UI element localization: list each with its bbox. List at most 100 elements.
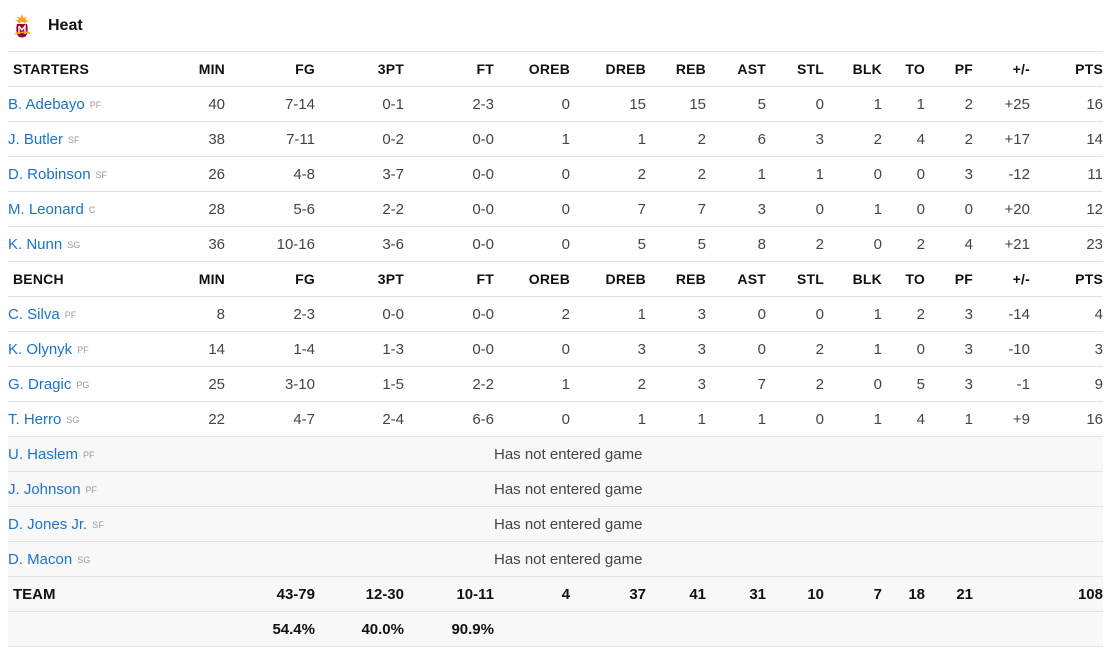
stat-blk: 1 (824, 191, 882, 227)
stat-dreb: 7 (570, 191, 646, 227)
stat-fg: 3-10 (225, 366, 315, 402)
stat-ast: 6 (706, 121, 766, 157)
player-row: M. Leonard C 28 5-6 2-2 0-0 0 7 7 3 0 1 0 0 +20 12 (8, 191, 1103, 227)
section-label: BENCH (8, 261, 167, 297)
total-dreb: 37 (570, 576, 646, 612)
stat-pf: 2 (925, 86, 973, 122)
dnp-note: Has not entered game (494, 506, 1103, 542)
column-header-to: TO (882, 261, 925, 297)
stat-ft: 2-3 (404, 86, 494, 122)
stat-pf: 0 (925, 191, 973, 227)
player-name-link[interactable]: M. Leonard (8, 200, 84, 218)
stat-pf: 3 (925, 331, 973, 367)
column-header-blk: BLK (824, 51, 882, 87)
stat-stl: 3 (766, 121, 824, 157)
stat-dreb: 15 (570, 86, 646, 122)
stat-to: 1 (882, 86, 925, 122)
stat-fg: 7-14 (225, 86, 315, 122)
stat-3pt: 0-1 (315, 86, 404, 122)
total-plus-minus (973, 576, 1030, 612)
stat-pts: 14 (1030, 121, 1103, 157)
player-name-link[interactable]: D. Robinson (8, 165, 91, 183)
player-row: G. Dragic PG 25 3-10 1-5 2-2 1 2 3 7 2 0 5 3 -1 9 (8, 366, 1103, 402)
stat-min: 40 (167, 86, 225, 122)
stat-to: 2 (882, 296, 925, 332)
column-header-plus-minus: +/- (973, 51, 1030, 87)
stat-plus-minus: -14 (973, 296, 1030, 332)
player-row: K. Olynyk PF 14 1-4 1-3 0-0 0 3 3 0 2 1 0 3 -10 3 (8, 331, 1103, 367)
player-name-link[interactable]: K. Nunn (8, 235, 63, 253)
total-reb: 41 (646, 576, 706, 612)
ft-percentage: 90.9% (404, 611, 494, 647)
stat-oreb: 0 (494, 86, 570, 122)
column-header-3pt: 3PT (315, 51, 404, 87)
column-header-ft: FT (404, 51, 494, 87)
player-name-link[interactable]: U. Haslem (8, 445, 79, 463)
stat-ast: 8 (706, 226, 766, 262)
player-name-link[interactable]: J. Johnson (8, 480, 81, 498)
player-position: PF (77, 344, 89, 355)
stat-pf: 4 (925, 226, 973, 262)
stat-pts: 4 (1030, 296, 1103, 332)
stat-ft: 0-0 (404, 331, 494, 367)
stat-ft: 2-2 (404, 366, 494, 402)
total-blk: 7 (824, 576, 882, 612)
stat-3pt: 1-5 (315, 366, 404, 402)
stat-ast: 3 (706, 191, 766, 227)
player-name-link[interactable]: K. Olynyk (8, 340, 73, 358)
stat-3pt: 2-4 (315, 401, 404, 437)
stat-plus-minus: +25 (973, 86, 1030, 122)
column-header-pf: PF (925, 51, 973, 87)
column-header-ast: AST (706, 261, 766, 297)
stat-dreb: 5 (570, 226, 646, 262)
player-name-link[interactable]: T. Herro (8, 410, 62, 428)
stat-stl: 2 (766, 331, 824, 367)
stat-ast: 0 (706, 331, 766, 367)
stat-dreb: 2 (570, 156, 646, 192)
column-header-ft: FT (404, 261, 494, 297)
total-pf: 21 (925, 576, 973, 612)
stat-dreb: 1 (570, 401, 646, 437)
player-name-link[interactable]: D. Macon (8, 550, 73, 568)
dnp-spacer (167, 436, 494, 472)
column-header-ast: AST (706, 51, 766, 87)
total-stl: 10 (766, 576, 824, 612)
stat-stl: 0 (766, 296, 824, 332)
total-to: 18 (882, 576, 925, 612)
player-position: SF (68, 134, 80, 145)
stat-min: 38 (167, 121, 225, 157)
player-row: K. Nunn SG 36 10-16 3-6 0-0 0 5 5 8 2 0 2 4 +21 23 (8, 226, 1103, 262)
column-header-blk: BLK (824, 261, 882, 297)
stat-dreb: 3 (570, 331, 646, 367)
column-header-reb: REB (646, 51, 706, 87)
column-header-oreb: OREB (494, 261, 570, 297)
dnp-row: D. Jones Jr. SF Has not entered game (8, 506, 1103, 542)
dnp-note: Has not entered game (494, 541, 1103, 577)
dnp-row: J. Johnson PF Has not entered game (8, 471, 1103, 507)
column-header-dreb: DREB (570, 51, 646, 87)
stat-oreb: 1 (494, 121, 570, 157)
pct-spacer (167, 611, 225, 647)
player-position: SG (77, 554, 91, 565)
player-position: SG (66, 414, 80, 425)
player-name-link[interactable]: C. Silva (8, 305, 60, 323)
stat-blk: 1 (824, 401, 882, 437)
player-cell: J. Johnson PF (8, 471, 167, 507)
stat-stl: 2 (766, 366, 824, 402)
stat-3pt: 0-2 (315, 121, 404, 157)
player-cell: M. Leonard C (8, 191, 167, 227)
player-name-link[interactable]: J. Butler (8, 130, 64, 148)
total-oreb: 4 (494, 576, 570, 612)
stat-3pt: 3-7 (315, 156, 404, 192)
stat-blk: 1 (824, 331, 882, 367)
player-name-link[interactable]: D. Jones Jr. (8, 515, 88, 533)
player-name-link[interactable]: G. Dragic (8, 375, 72, 393)
stat-pts: 23 (1030, 226, 1103, 262)
stat-3pt: 2-2 (315, 191, 404, 227)
stat-ft: 0-0 (404, 296, 494, 332)
player-cell: B. Adebayo PF (8, 86, 167, 122)
stat-min: 22 (167, 401, 225, 437)
stat-min: 26 (167, 156, 225, 192)
team-percentages-row: 54.4% 40.0% 90.9% (8, 611, 1103, 647)
player-name-link[interactable]: B. Adebayo (8, 95, 85, 113)
